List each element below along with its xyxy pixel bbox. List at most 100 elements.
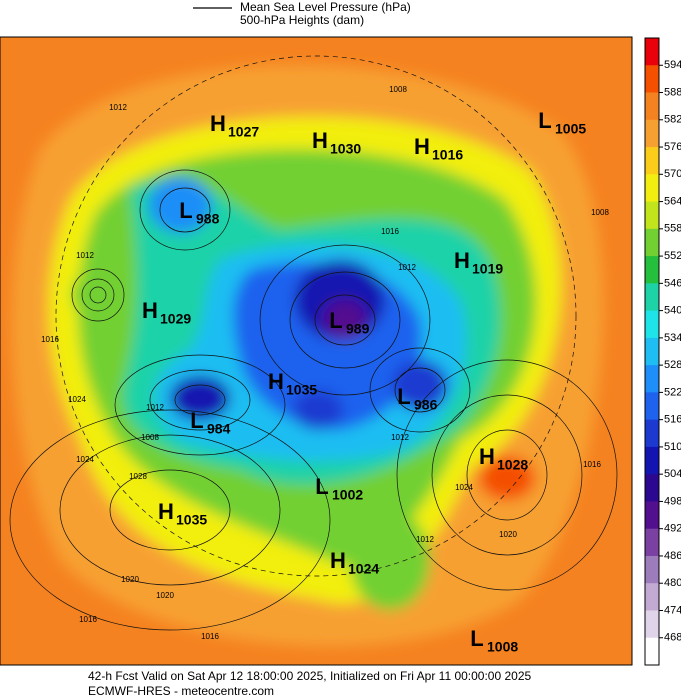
center-type: H: [479, 444, 495, 469]
colorbar-bin: [645, 92, 659, 121]
center-value: 1024: [348, 561, 379, 577]
pressure-center: L 1008: [470, 626, 518, 655]
center-value: 1008: [487, 639, 518, 655]
isobar-label: 1016: [79, 615, 97, 624]
isobar-label: 1008: [141, 433, 159, 442]
colorbar-tick-label: 534: [664, 332, 681, 344]
isobar-label: 1012: [398, 263, 416, 272]
isobar-label: 1016: [583, 460, 601, 469]
colorbar-tick-label: 486: [664, 550, 681, 562]
isobar-label: 1016: [201, 632, 219, 641]
isobar-label: 1012: [76, 251, 94, 260]
isobar-label: 1020: [121, 575, 139, 584]
colorbar-bin: [645, 528, 659, 557]
isobar-label: 1012: [109, 103, 127, 112]
center-value: 1035: [176, 512, 207, 528]
colorbar-bin: [645, 38, 659, 66]
pressure-center: H 1024: [330, 548, 379, 577]
pressure-center: L 1005: [538, 108, 586, 137]
colorbar-tick-label: 576: [664, 141, 681, 153]
pressure-center: L 986: [397, 384, 437, 413]
colorbar-tick-label: 468: [664, 632, 681, 644]
center-value: 1028: [497, 457, 528, 473]
center-value: 1027: [228, 124, 259, 140]
map-area: [0, 37, 632, 665]
center-type: H: [158, 499, 174, 524]
legend-fill-label: 500-hPa Heights (dam): [240, 13, 364, 27]
center-type: H: [312, 128, 328, 153]
isobar-label: 1008: [591, 208, 609, 217]
isobar-label: 1028: [129, 472, 147, 481]
center-type: L: [470, 626, 483, 651]
isobar-label: 1024: [76, 455, 94, 464]
center-type: H: [142, 298, 158, 323]
center-type: H: [268, 369, 284, 394]
isobar-label: 1016: [41, 335, 59, 344]
colorbar-tick-label: 474: [664, 604, 681, 616]
pressure-center: H 1029: [142, 298, 191, 327]
colorbar-tick-label: 528: [664, 359, 681, 371]
colorbar: 594 588 582 576 570 564 558 552 546 540 534 528 522 5…: [644, 37, 681, 666]
colorbar-bin: [645, 201, 659, 230]
center-type: L: [538, 108, 551, 133]
isobar-label: 1012: [416, 535, 434, 544]
center-type: H: [330, 548, 346, 573]
isobar-label: 1012: [146, 403, 164, 412]
colorbar-bin: [645, 501, 659, 530]
center-type: H: [414, 134, 430, 159]
colorbar-bin: [645, 419, 659, 448]
colorbar-frame: [644, 37, 660, 666]
colorbar-tick-label: 510: [664, 441, 681, 453]
colorbar-tick-label: 582: [664, 114, 681, 126]
colorbar-bin: [645, 583, 659, 611]
pressure-center: H 1016: [414, 134, 463, 163]
colorbar-tick-label: 594: [664, 59, 681, 71]
center-value: 988: [196, 211, 220, 227]
colorbar-tick-label: 552: [664, 250, 681, 262]
isobar-label: 1016: [381, 227, 399, 236]
colorbar-tick-label: 516: [664, 414, 681, 426]
map-frame: [0, 36, 633, 666]
colorbar-bin: [645, 256, 659, 284]
center-value: 1016: [432, 147, 463, 163]
center-type: H: [210, 111, 226, 136]
colorbar-tick-label: 570: [664, 168, 681, 180]
pressure-center: H 1030: [312, 128, 361, 157]
legend-line-label: Mean Sea Level Pressure (hPa): [240, 0, 411, 14]
colorbar-bin: [645, 337, 659, 366]
isobar-label: 1008: [389, 85, 407, 94]
center-value: 1019: [472, 261, 503, 277]
center-value: 1005: [555, 121, 586, 137]
colorbar-bin: [645, 147, 659, 175]
center-type: L: [190, 408, 203, 433]
colorbar-tick-label: 558: [664, 223, 681, 235]
colorbar-bin: [645, 310, 659, 339]
center-type: H: [454, 248, 470, 273]
isobar-label: 1020: [499, 530, 517, 539]
colorbar-bin: [645, 228, 659, 257]
center-value: 984: [207, 421, 231, 437]
colorbar-tick-label: 480: [664, 577, 681, 589]
colorbar-bin: [645, 365, 659, 393]
pressure-center: L 988: [179, 198, 219, 227]
colorbar-tick-label: 504: [664, 468, 681, 480]
colorbar-tick-label: 564: [664, 195, 681, 207]
colorbar-tick-label: 588: [664, 86, 681, 98]
colorbar-tick-label: 546: [664, 277, 681, 289]
center-value: 986: [414, 397, 438, 413]
colorbar-bin: [645, 174, 659, 203]
pressure-center: L 984: [190, 408, 230, 437]
center-type: L: [329, 308, 342, 333]
colorbar-tick-label: 492: [664, 523, 681, 535]
colorbar-bin: [645, 555, 659, 584]
isobar-label: 1024: [68, 395, 86, 404]
colorbar-bin: [645, 392, 659, 421]
colorbar-bin: [645, 610, 659, 639]
colorbar-tick-label: 522: [664, 386, 681, 398]
isobar-label: 1024: [455, 483, 473, 492]
colorbar-bin: [645, 637, 659, 666]
footer-line: 42-h Fcst Valid on Sat Apr 12 18:00:00 2…: [88, 669, 532, 683]
pressure-center: H 1027: [210, 111, 259, 140]
